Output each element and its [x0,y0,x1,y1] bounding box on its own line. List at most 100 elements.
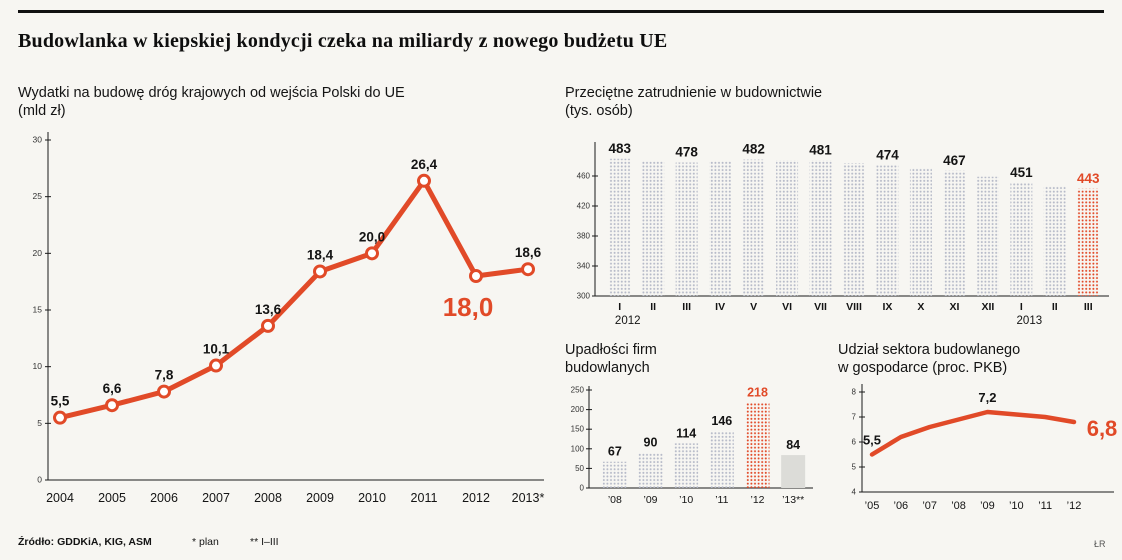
y-tick-label: 150 [571,425,585,434]
road-spending-title: Wydatki na budowę dróg krajowych od wejś… [18,85,405,101]
bar [745,402,770,488]
y-tick-label: 340 [577,262,591,271]
x-label: 2011 [411,491,438,505]
bar [776,160,799,296]
x-label: ’05 [865,500,880,512]
value-label: 146 [711,414,732,428]
y-tick-label: 100 [571,444,585,453]
y-tick-label: 300 [577,292,591,301]
value-label: 114 [676,426,696,440]
author-credit: ŁR [1094,539,1106,549]
bar [742,159,765,296]
x-label: IX [883,301,893,313]
value-label: 482 [742,142,765,157]
data-point [469,269,483,283]
x-label: IV [715,301,725,313]
x-label: 2007 [202,491,230,505]
y-tick-label: 0 [37,475,42,485]
value-label: 481 [809,142,832,157]
bar [608,158,631,296]
data-point [105,398,119,413]
x-label: ’12 [1067,500,1082,512]
x-label: ’09 [643,494,657,506]
y-tick-label: 0 [580,484,585,493]
y-tick-label: 5 [37,418,42,428]
bar [1010,182,1033,296]
y-tick-label: 460 [577,172,591,181]
bar [709,161,732,296]
value-label: 467 [943,153,966,168]
y-tick-label: 8 [852,388,857,397]
x-label: III [1084,301,1093,313]
value-label: 483 [608,141,631,156]
employment-title: Przeciętne zatrudnienie w budownictwie [565,85,823,101]
x-label: ’09 [980,500,995,512]
year-label: 2012 [615,315,641,327]
headline: Budowlanka w kiepskiej kondycji czeka na… [18,30,668,52]
source-note: Źródło: GDDKiA, KIG, ASM [18,536,152,548]
value-label: 7,8 [155,368,174,383]
bar [709,430,734,488]
x-label: 2010 [358,491,386,505]
data-point [261,318,275,333]
value-label: 6,6 [103,381,122,396]
gdp-share-title-line2: w gospodarce (proc. PKB) [838,360,1008,376]
value-label: 18,6 [515,245,542,260]
road-spending-section: Wydatki na budowę dróg krajowych od wejś… [18,84,552,120]
x-label: I [1020,301,1023,313]
bar [943,170,966,296]
data-point [209,358,223,373]
x-label: VI [782,301,792,313]
value-label: 26,4 [411,157,438,172]
x-label: ’11 [1038,500,1052,512]
value-label: 18,4 [307,247,334,262]
x-label: III [682,301,691,313]
bar [638,452,663,488]
value-label: 474 [876,148,899,163]
x-label: 2009 [306,491,334,505]
y-tick-label: 20 [33,248,43,258]
top-rule [18,10,1104,13]
x-label: ’10 [679,494,693,506]
y-tick-label: 5 [852,463,857,472]
bar [876,165,899,296]
bar [976,176,999,296]
employment-subtitle: (tys. osób) [565,103,633,119]
bar [1043,185,1066,296]
value-label-emphasized: 18,0 [443,292,494,322]
year-label: 2013 [1017,315,1043,327]
x-label: ’12 [750,494,764,506]
data-point [157,384,171,399]
value-label: 5,5 [51,394,70,409]
bar [642,161,665,296]
x-label: XII [981,301,994,313]
footnote-plan: * plan [192,536,219,548]
road-spending-chart: 0 5 10 15 20 25 30 5,5 6,6 7,8 10,1 13,6 18,4 20,0 26,… [33,132,544,505]
gdp-share-chart: 4 5 6 7 8 5,5 7,2 6,8 ’05 ’06 ’07 ’08 ’09 ’10 ’11 ’12 [852,384,1117,512]
data-point [417,173,431,188]
bankruptcies-title: Upadłości firm [565,342,657,358]
x-label: ’10 [1009,500,1024,512]
value-label: 7,2 [978,390,996,405]
employment-section: Przeciętne zatrudnienie w budownictwie (… [565,84,1110,120]
value-label: 10,1 [203,342,230,357]
x-label: 2005 [98,491,126,505]
y-tick-label: 25 [33,191,43,201]
x-label: ’08 [951,500,966,512]
value-label: 5,5 [863,433,881,448]
value-label: 478 [675,145,698,160]
value-label: 90 [644,436,658,450]
data-point [521,262,535,277]
value-label: 218 [747,386,768,400]
bankruptcies-section: Upadłości firm budowlanych [565,341,815,377]
y-tick-label: 4 [852,488,857,497]
value-label: 451 [1010,165,1033,180]
x-label: II [1052,301,1058,313]
x-label: 2004 [46,491,74,505]
bar [781,455,806,488]
data-point [313,264,327,279]
bar [675,162,698,296]
value-label: 67 [608,445,622,459]
